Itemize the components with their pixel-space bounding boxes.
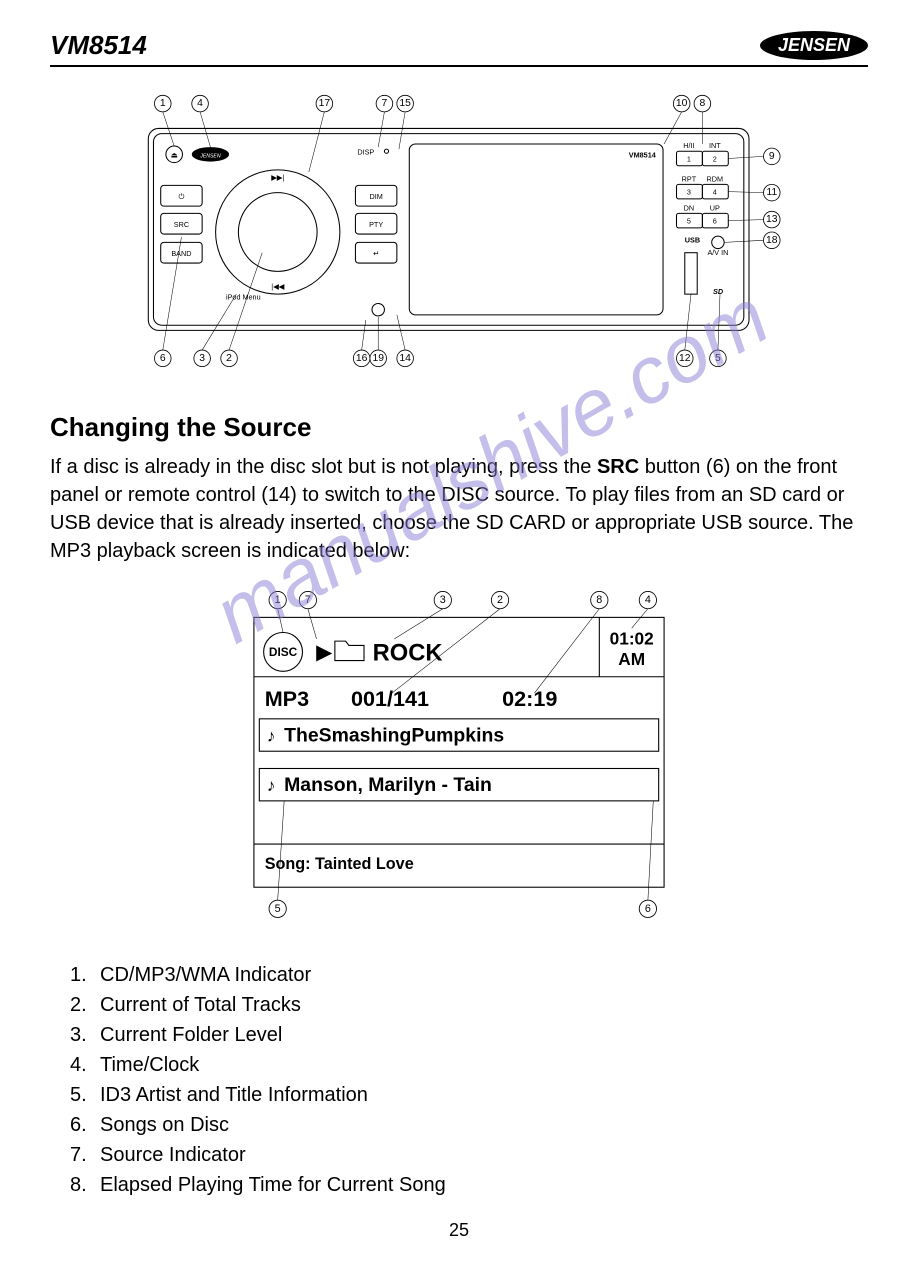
legend-item: 5.ID3 Artist and Title Information bbox=[70, 1080, 868, 1110]
svg-text:02:19: 02:19 bbox=[502, 686, 557, 711]
svg-text:4: 4 bbox=[713, 188, 717, 197]
svg-text:11: 11 bbox=[766, 187, 777, 198]
legend-item: 2.Current of Total Tracks bbox=[70, 990, 868, 1020]
legend-item: 7.Source Indicator bbox=[70, 1140, 868, 1170]
svg-text:19: 19 bbox=[372, 353, 384, 364]
svg-text:8: 8 bbox=[596, 594, 602, 606]
svg-text:RPT: RPT bbox=[682, 174, 697, 183]
device-diagram: ▶▶| |◀◀ ⏻ SRC BAND ⏏ JENSEN DIM PTY ↵ DI… bbox=[50, 87, 868, 382]
legend-item: 1.CD/MP3/WMA Indicator bbox=[70, 960, 868, 990]
device-svg: ▶▶| |◀◀ ⏻ SRC BAND ⏏ JENSEN DIM PTY ↵ DI… bbox=[99, 87, 819, 377]
svg-text:5: 5 bbox=[715, 353, 721, 364]
svg-text:♪: ♪ bbox=[267, 775, 276, 795]
svg-text:12: 12 bbox=[679, 353, 691, 364]
svg-text:BAND: BAND bbox=[171, 249, 191, 258]
svg-text:10: 10 bbox=[676, 98, 688, 109]
svg-text:RDM: RDM bbox=[707, 174, 724, 183]
svg-text:INT: INT bbox=[709, 141, 721, 150]
svg-text:PTY: PTY bbox=[369, 220, 383, 229]
svg-text:SD: SD bbox=[713, 287, 724, 296]
svg-text:H/II: H/II bbox=[683, 141, 694, 150]
svg-text:18: 18 bbox=[766, 235, 778, 246]
screen-svg: DISC ▶ ROCK 01:02 AM MP3 001/141 02:19 ♪… bbox=[224, 585, 694, 925]
svg-text:15: 15 bbox=[399, 98, 411, 109]
svg-text:8: 8 bbox=[700, 98, 706, 109]
legend-item: 4.Time/Clock bbox=[70, 1050, 868, 1080]
legend-item: 6.Songs on Disc bbox=[70, 1110, 868, 1140]
svg-text:DIM: DIM bbox=[369, 192, 382, 201]
svg-text:13: 13 bbox=[766, 214, 778, 225]
svg-text:6: 6 bbox=[713, 217, 717, 226]
svg-text:SRC: SRC bbox=[174, 220, 189, 229]
svg-text:ROCK: ROCK bbox=[373, 641, 443, 667]
svg-text:4: 4 bbox=[197, 98, 203, 109]
svg-text:↵: ↵ bbox=[373, 249, 379, 258]
svg-text:DISC: DISC bbox=[269, 645, 298, 659]
svg-text:TheSmashingPumpkins: TheSmashingPumpkins bbox=[284, 725, 504, 747]
svg-text:4: 4 bbox=[645, 594, 651, 606]
svg-text:2: 2 bbox=[497, 594, 503, 606]
svg-text:17: 17 bbox=[319, 98, 331, 109]
section-text: If a disc is already in the disc slot bu… bbox=[50, 453, 868, 565]
svg-text:6: 6 bbox=[645, 903, 651, 915]
svg-text:3: 3 bbox=[687, 188, 691, 197]
legend-list: 1.CD/MP3/WMA Indicator2.Current of Total… bbox=[50, 960, 868, 1200]
svg-text:USB: USB bbox=[685, 235, 700, 244]
svg-text:⏏: ⏏ bbox=[171, 150, 178, 159]
svg-text:1: 1 bbox=[687, 155, 691, 164]
screen-diagram: DISC ▶ ROCK 01:02 AM MP3 001/141 02:19 ♪… bbox=[50, 585, 868, 930]
model-number: VM8514 bbox=[50, 30, 147, 61]
svg-text:AM: AM bbox=[618, 649, 645, 669]
page-header: VM8514 JENSEN bbox=[50, 30, 868, 67]
svg-text:001/141: 001/141 bbox=[351, 686, 429, 711]
svg-text:▶: ▶ bbox=[316, 641, 333, 663]
svg-text:▶▶|: ▶▶| bbox=[271, 173, 284, 182]
svg-text:VM8514: VM8514 bbox=[629, 150, 656, 159]
svg-text:A/V IN: A/V IN bbox=[707, 248, 728, 257]
svg-text:MP3: MP3 bbox=[265, 686, 309, 711]
svg-text:Manson, Marilyn - Tain: Manson, Marilyn - Tain bbox=[284, 774, 492, 796]
svg-text:5: 5 bbox=[687, 217, 691, 226]
svg-text:Song: Tainted Love: Song: Tainted Love bbox=[265, 855, 414, 873]
svg-text:9: 9 bbox=[769, 151, 775, 162]
legend-item: 8.Elapsed Playing Time for Current Song bbox=[70, 1170, 868, 1200]
svg-text:1: 1 bbox=[160, 98, 166, 109]
svg-text:iPod Menu: iPod Menu bbox=[226, 292, 261, 301]
svg-text:DISP: DISP bbox=[357, 147, 374, 156]
svg-text:DN: DN bbox=[684, 203, 694, 212]
svg-text:7: 7 bbox=[305, 594, 311, 606]
svg-text:16: 16 bbox=[356, 353, 368, 364]
svg-text:5: 5 bbox=[275, 903, 281, 915]
svg-text:6: 6 bbox=[160, 353, 166, 364]
legend-item: 3.Current Folder Level bbox=[70, 1020, 868, 1050]
svg-text:3: 3 bbox=[440, 594, 446, 606]
brand-logo: JENSEN bbox=[760, 31, 868, 60]
svg-text:7: 7 bbox=[382, 98, 388, 109]
svg-text:1: 1 bbox=[275, 594, 281, 606]
svg-text:|◀◀: |◀◀ bbox=[271, 282, 284, 291]
svg-text:♪: ♪ bbox=[267, 726, 276, 746]
svg-text:14: 14 bbox=[399, 353, 411, 364]
svg-text:3: 3 bbox=[199, 353, 205, 364]
section-title: Changing the Source bbox=[50, 412, 868, 443]
svg-text:JENSEN: JENSEN bbox=[199, 153, 221, 159]
svg-text:2: 2 bbox=[713, 155, 717, 164]
svg-text:⏻: ⏻ bbox=[179, 192, 185, 201]
svg-text:2: 2 bbox=[226, 353, 232, 364]
svg-text:UP: UP bbox=[710, 203, 720, 212]
svg-text:01:02: 01:02 bbox=[610, 628, 654, 648]
page-number: 25 bbox=[50, 1220, 868, 1241]
